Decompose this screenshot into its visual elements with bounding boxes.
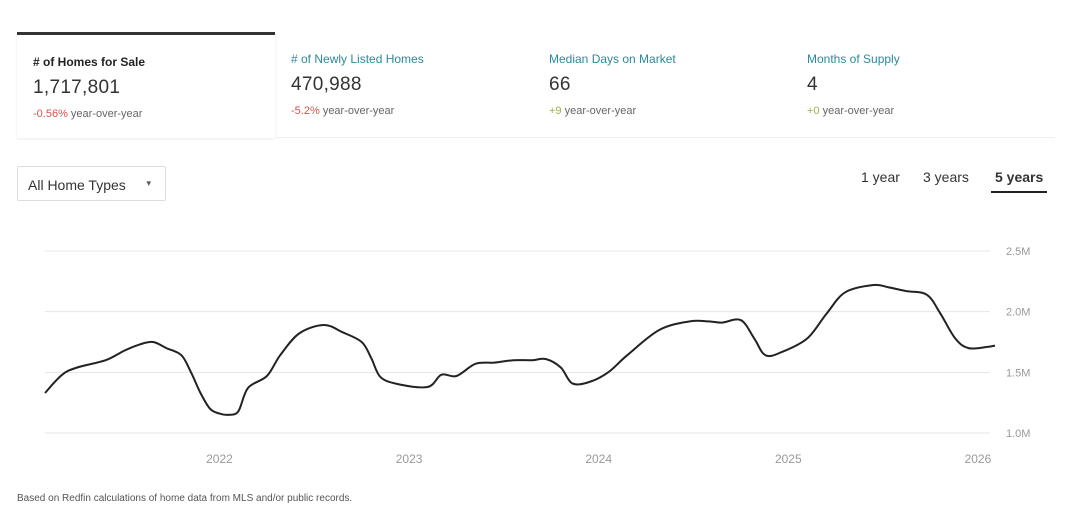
tab-newly-listed[interactable]: # of Newly Listed Homes 470,988 -5.2% ye… bbox=[275, 32, 533, 138]
y-tick-label: 2.5M bbox=[1006, 246, 1030, 258]
tab-change: +0 bbox=[807, 105, 820, 117]
metric-tabs: # of Homes for Sale 1,717,801 -0.56% yea… bbox=[17, 32, 1055, 138]
tab-title: # of Homes for Sale bbox=[33, 55, 146, 69]
tab-change: -5.2% bbox=[291, 105, 320, 117]
tab-change: -0.56% bbox=[33, 108, 68, 120]
tab-change-suffix: year-over-year bbox=[322, 105, 395, 117]
range-3-years[interactable]: 3 years bbox=[923, 169, 969, 185]
tab-value: 470,988 bbox=[291, 74, 362, 95]
y-tick-label: 2.0M bbox=[1006, 307, 1030, 319]
series-layer bbox=[44, 283, 996, 416]
tab-title: # of Newly Listed Homes bbox=[291, 52, 424, 66]
line-chart: 1.0M 1.5M 2.0M 2.5M 2022 2023 2024 2025 2026 bbox=[44, 246, 1030, 466]
tab-change-suffix: year-over-year bbox=[822, 105, 895, 117]
x-tick-label: 2026 bbox=[965, 452, 992, 466]
tab-change: +9 bbox=[549, 105, 562, 117]
y-tick-label: 1.5M bbox=[1006, 367, 1030, 379]
x-tick-label: 2024 bbox=[585, 452, 612, 466]
grid-layer bbox=[45, 250, 990, 434]
tab-change-suffix: year-over-year bbox=[564, 105, 637, 117]
caret-down-icon: ▾ bbox=[146, 178, 151, 188]
x-tick-label: 2025 bbox=[775, 452, 802, 466]
tab-change-suffix: year-over-year bbox=[70, 108, 143, 120]
tab-value: 1,717,801 bbox=[33, 77, 121, 98]
home-type-dropdown[interactable]: All Home Types ▾ bbox=[17, 166, 166, 201]
home-type-label: All Home Types bbox=[28, 177, 126, 193]
range-5-years[interactable]: 5 years bbox=[991, 169, 1048, 193]
x-tick-label: 2022 bbox=[206, 452, 233, 466]
tabs-divider bbox=[275, 137, 1055, 138]
tab-title: Months of Supply bbox=[807, 52, 900, 66]
tab-median-days[interactable]: Median Days on Market 66 +9 year-over-ye… bbox=[533, 32, 791, 138]
tab-homes-for-sale[interactable]: # of Homes for Sale 1,717,801 -0.56% yea… bbox=[17, 32, 275, 138]
x-tick-label: 2023 bbox=[396, 452, 423, 466]
y-tick-label: 1.0M bbox=[1006, 428, 1030, 440]
series-line bbox=[44, 283, 996, 416]
tab-months-supply[interactable]: Months of Supply 4 +0 year-over-year bbox=[791, 32, 1049, 138]
y-ticks: 1.0M 1.5M 2.0M 2.5M bbox=[1006, 246, 1030, 440]
tab-title: Median Days on Market bbox=[549, 52, 676, 66]
tab-value: 66 bbox=[549, 74, 571, 95]
range-1-year[interactable]: 1 year bbox=[861, 169, 900, 185]
tab-value: 4 bbox=[807, 74, 818, 95]
footnote: Based on Redfin calculations of home dat… bbox=[17, 493, 353, 504]
x-ticks: 2022 2023 2024 2025 2026 bbox=[206, 452, 992, 466]
